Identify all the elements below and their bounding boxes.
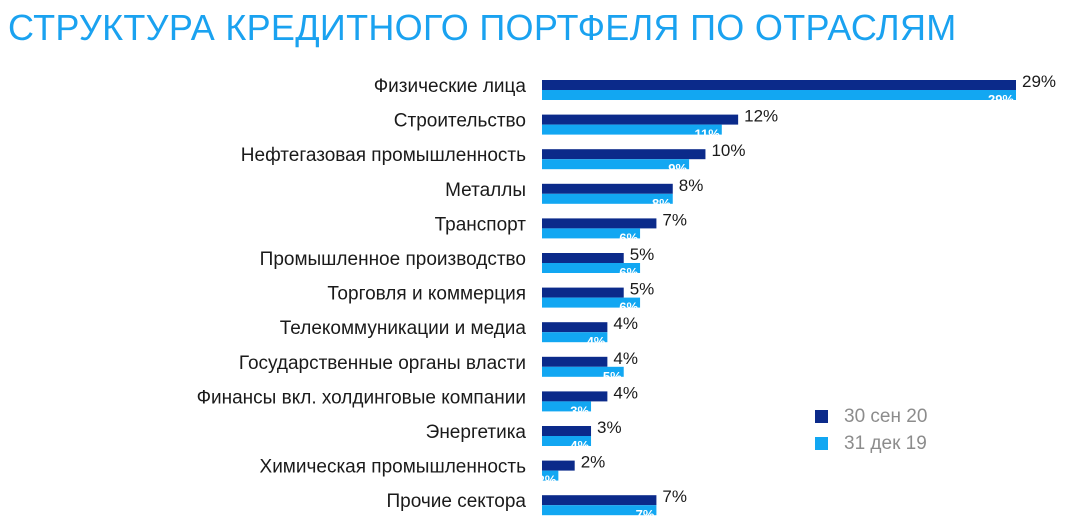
data-label-series-2: 6% (619, 300, 638, 315)
bar-series-1 (542, 391, 608, 402)
data-label-series-2: 3% (570, 403, 589, 418)
bar-series-2 (542, 159, 690, 170)
data-label-series-1: 4% (613, 349, 638, 368)
bar-series-2 (542, 228, 641, 239)
data-label-series-1: 4% (613, 314, 638, 333)
bar-series-2 (542, 436, 592, 446)
data-label-series-2: 29% (988, 92, 1014, 107)
category-label: Промышленное производство (260, 249, 526, 270)
data-label-series-1: 5% (630, 280, 655, 299)
bar-series-1 (542, 322, 608, 333)
data-label-series-2: 5% (603, 369, 622, 384)
category-label: Финансы вкл. холдинговые компании (197, 387, 526, 408)
data-label-series-2: 6% (619, 230, 638, 245)
data-label-series-1: 5% (630, 245, 655, 264)
bar-series-1 (542, 218, 657, 229)
category-label: Транспорт (435, 214, 527, 235)
chart-title: СТРУКТУРА КРЕДИТНОГО ПОРТФЕЛЯ ПО ОТРАСЛЯ… (8, 7, 957, 48)
data-label-series-1: 2% (581, 453, 606, 472)
data-label-series-2: 7% (636, 507, 655, 522)
category-label: Энергетика (426, 422, 527, 443)
category-label: Физические лица (374, 76, 527, 97)
bar-series-2 (542, 263, 641, 273)
bar-series-1 (542, 253, 624, 263)
data-label-series-2: 8% (652, 196, 671, 211)
bar-series-2 (542, 193, 673, 204)
bar-series-2 (542, 90, 1016, 100)
bar-series-1 (542, 495, 657, 506)
bar-series-1 (542, 80, 1016, 90)
bar-series-2 (542, 124, 722, 135)
bar-series-1 (542, 356, 608, 367)
category-label: Государственные органы власти (239, 353, 526, 374)
category-label: Химическая промышленность (260, 457, 527, 478)
legend-item-series-2: 31 дек 19 (815, 430, 927, 457)
category-label: Торговля и коммерция (327, 284, 526, 305)
data-label-series-2: 4% (587, 334, 606, 349)
bar-series-2 (542, 505, 657, 516)
bar-series-2 (542, 470, 559, 481)
category-label: Строительство (394, 111, 526, 132)
category-label: Прочие сектора (386, 491, 526, 512)
bar-series-1 (542, 460, 575, 471)
data-label-series-1: 29% (1022, 72, 1056, 91)
category-label: Телекоммуникации и медиа (280, 318, 527, 339)
bar-series-1 (542, 149, 706, 160)
data-label-series-1: 3% (597, 418, 622, 437)
data-label-series-2: 4% (570, 438, 589, 453)
bar-series-2 (542, 332, 608, 343)
data-label-series-1: 7% (662, 487, 687, 506)
category-label: Металлы (445, 180, 526, 201)
data-label-series-1: 7% (662, 210, 687, 229)
data-label-series-2: 9% (668, 161, 687, 176)
legend-swatch-series-2 (815, 437, 828, 450)
legend-item-series-1: 30 сен 20 (815, 403, 927, 430)
data-label-series-2: 2% (538, 473, 557, 488)
data-label-series-1: 8% (679, 176, 704, 195)
bar-series-1 (542, 426, 592, 436)
legend-swatch-series-1 (815, 410, 828, 423)
bar-series-2 (542, 401, 592, 412)
data-label-series-2: 11% (694, 127, 720, 142)
data-label-series-1: 4% (613, 383, 638, 402)
bar-series-2 (542, 297, 641, 308)
bar-series-1 (542, 183, 673, 194)
legend-label-series-1: 30 сен 20 (844, 405, 928, 427)
legend: 30 сен 20 31 дек 19 (815, 403, 927, 457)
bar-series-1 (542, 114, 739, 125)
data-label-series-1: 12% (744, 107, 778, 126)
data-label-series-2: 6% (619, 265, 638, 280)
category-label: Нефтегазовая промышленность (241, 145, 526, 166)
bar-series-2 (542, 366, 624, 377)
data-label-series-1: 10% (711, 141, 745, 160)
bar-series-1 (542, 287, 624, 298)
legend-label-series-2: 31 дек 19 (844, 432, 927, 454)
